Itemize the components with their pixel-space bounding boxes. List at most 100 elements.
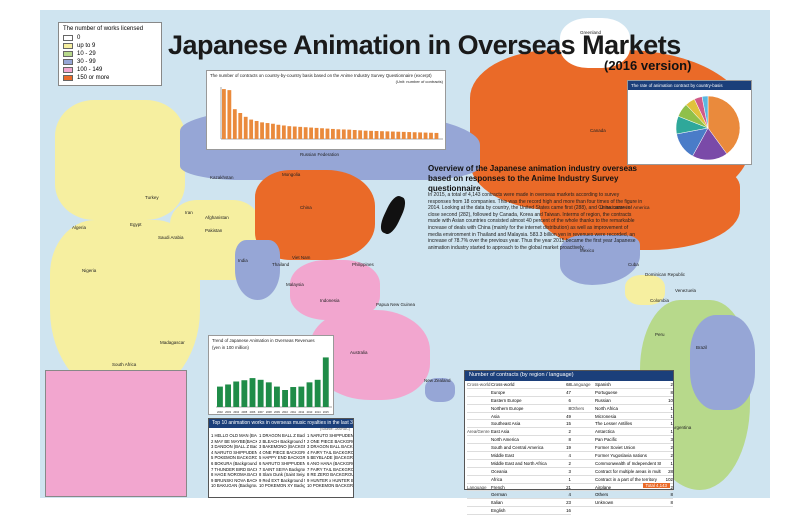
- table-name: Contract in a part of the territory: [595, 476, 657, 482]
- table-name: Europe: [491, 389, 506, 395]
- table-row: North America 8: [467, 436, 571, 445]
- contracts-bar-panel: The number of contracts on country-by-co…: [206, 70, 446, 150]
- tick-label: 2005: [241, 410, 247, 414]
- tick-label: 2011: [290, 410, 296, 414]
- bar: [434, 132, 439, 139]
- map-label-kazakhstan: Kazakhstan: [210, 175, 234, 180]
- table-name: South and Central America: [491, 445, 544, 451]
- table-row: Middle East and North Africa 2: [467, 460, 571, 468]
- bar: [418, 132, 423, 139]
- table-row: Former Yugoslavia nations 2: [571, 452, 673, 460]
- land-brazil: [690, 315, 755, 410]
- tick-label: 2002: [217, 410, 223, 414]
- list-item: 4 NARUTO SHIPPUDEN BACKGROUND MUSIC: [211, 449, 257, 455]
- legend-swatch: [63, 51, 73, 57]
- table-row: Southeast Asia 15: [467, 420, 571, 429]
- land-europe-inset: [45, 370, 187, 497]
- table-value: 1: [670, 421, 673, 427]
- legend-swatch: [63, 59, 73, 65]
- map-label-iran: Iran: [185, 210, 193, 215]
- table-name: The Lesser Antilles: [595, 421, 633, 427]
- bar: [320, 128, 324, 139]
- table-value: 1: [568, 476, 571, 482]
- table-row: Oceania 3: [467, 468, 571, 476]
- list-item: 5 POKEMON BACKGROUND MUSIC: [211, 455, 257, 461]
- table-row: Middle East 4: [467, 452, 571, 460]
- list-item: 2 MAY BE MAYBE(BACKGROUND MUSIC): [211, 438, 257, 444]
- contracts-bar-unit: (Unit: number of contracts): [395, 79, 443, 84]
- top10-column: 1 DRAGON BALL Z Background Music2 BLEACH…: [257, 433, 305, 489]
- bar: [281, 125, 286, 139]
- bar: [290, 387, 297, 407]
- land-central-america: [625, 275, 665, 305]
- table-value: 1: [670, 429, 673, 435]
- table-row: Area/Genre East Asia 2: [467, 428, 571, 437]
- table-name: Oceania: [491, 468, 508, 474]
- table-value: 2: [670, 452, 673, 458]
- list-item: 7 SAINT SEIYA Background Music: [259, 466, 305, 472]
- legend-item: 150 or more: [63, 74, 157, 82]
- overview-title: Overview of the Japanese animation indus…: [428, 164, 637, 193]
- table-name: Italian: [491, 500, 503, 506]
- list-item: 8 Slam Dunk (Saint Seiya) Music: [259, 472, 305, 478]
- legend-item: up to 9: [63, 42, 157, 50]
- table-row: Europe 47: [467, 389, 571, 397]
- map-label-brazil: Brazil: [696, 345, 708, 350]
- table-row: Micronesia 1: [571, 413, 673, 421]
- table-value: 23: [566, 500, 571, 506]
- table-value: 8: [670, 500, 673, 506]
- bar: [325, 128, 330, 139]
- list-item: 10 POKEMON BACKGROUND MUSIC: [307, 483, 353, 489]
- sales-panel: Trend of Japanese Animation in Overseas …: [208, 335, 334, 415]
- bar: [265, 123, 270, 139]
- bar: [271, 123, 275, 139]
- map-label-mexico: Mexico: [580, 248, 595, 253]
- legend-label: 100 - 149: [77, 67, 103, 73]
- map-label-colombia: Colombia: [650, 298, 670, 303]
- map-label-argentina: Argentina: [672, 425, 692, 430]
- bar: [352, 129, 357, 139]
- tick-label: 2009: [274, 410, 280, 414]
- list-item: 2 BLEACH Background Music: [259, 438, 305, 444]
- table-name: Portuguese: [595, 389, 618, 395]
- list-item: 7 THUNDER BIRD BACKGROUND MUSIC: [211, 466, 257, 472]
- table-row: Language Spanish 2: [571, 381, 673, 389]
- tick-label: 2008: [266, 410, 272, 414]
- table-value: 21: [566, 484, 571, 490]
- table-value: 1: [670, 460, 673, 466]
- table-row: Others North Africa 1: [571, 405, 673, 413]
- bar: [306, 382, 313, 407]
- bar: [292, 126, 297, 139]
- land-europe: [55, 100, 185, 220]
- table-value: 3: [670, 437, 673, 443]
- table-name: Former Soviet Union: [595, 445, 636, 451]
- map-label-thailand: Thailand: [272, 262, 290, 267]
- table-name: Former Yugoslavia nations: [595, 452, 647, 458]
- table-row: South and Central America 19: [467, 444, 571, 453]
- contracts-bar-title: The number of contracts on country-by-co…: [210, 73, 432, 78]
- bar: [233, 381, 240, 407]
- tick-label: 2014: [315, 410, 321, 414]
- table-row: Northern Europe 8: [467, 405, 571, 413]
- map-label-russia: Russian Federation: [300, 152, 340, 157]
- table-value: 2: [670, 484, 673, 490]
- table-row: Asia 49: [467, 413, 571, 421]
- table-row: Contract for multiple areas in multiple …: [571, 468, 673, 476]
- legend-swatch: [63, 75, 73, 81]
- table-row: German 4: [467, 491, 571, 500]
- bar: [225, 384, 232, 407]
- table-name: North America: [491, 437, 519, 443]
- list-item: 7 FAIRY TAIL BACKGROUND MUSIC: [307, 466, 353, 472]
- bar: [260, 122, 264, 139]
- list-item: 10 POKEMON XY Background Music: [259, 483, 305, 489]
- bar: [396, 131, 401, 139]
- list-item: 5 BEYBLADE (BACKGROUND MUSIC): [307, 455, 353, 461]
- bar: [341, 129, 346, 139]
- map-label-cuba: Cuba: [628, 262, 639, 267]
- map-label-saudi: Saudi Arabia: [158, 235, 184, 240]
- table-name: Airplane: [595, 484, 612, 490]
- bar: [274, 386, 280, 407]
- table-row: Unknown 8: [571, 499, 673, 508]
- tick-label: 2015: [323, 410, 329, 414]
- bar: [309, 127, 314, 139]
